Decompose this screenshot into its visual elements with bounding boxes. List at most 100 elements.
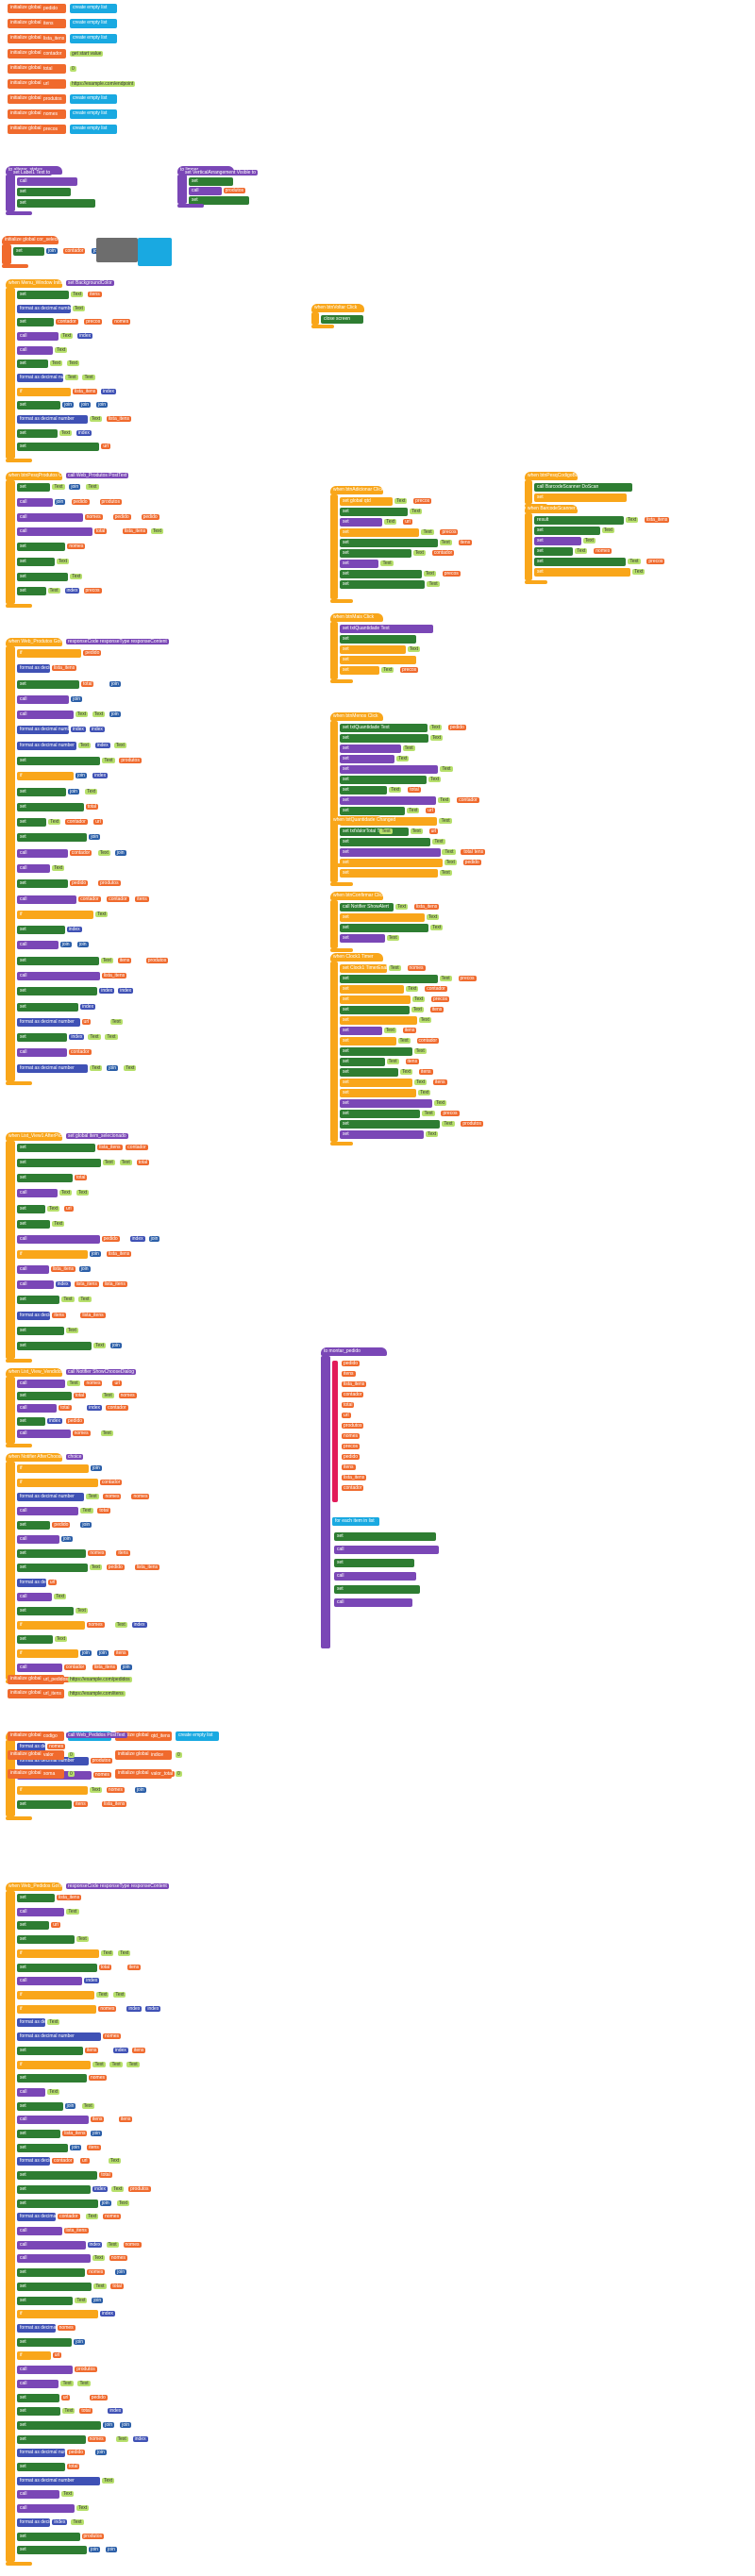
text-chip[interactable]: Text bbox=[100, 1430, 113, 1436]
number-chip[interactable]: index bbox=[112, 2047, 128, 2053]
statement-block[interactable]: set bbox=[17, 188, 71, 197]
right-statement-block[interactable]: set bbox=[340, 570, 422, 578]
event-detail[interactable]: responseCode responseType responseConten… bbox=[66, 1883, 169, 1889]
join-chip[interactable]: join bbox=[76, 773, 87, 779]
text-chip[interactable]: Text bbox=[379, 828, 393, 834]
statement-block[interactable]: call bbox=[17, 895, 77, 904]
text-chip[interactable]: Text bbox=[126, 2061, 140, 2067]
event-hat-p6[interactable]: when Web_Produtos GotText bbox=[6, 638, 70, 646]
text-chip[interactable]: Text bbox=[432, 839, 445, 845]
text-chip[interactable]: Text bbox=[116, 2200, 129, 2206]
statement-block[interactable]: format as decimal number bbox=[17, 726, 75, 735]
text-chip[interactable]: Text bbox=[93, 1342, 107, 1348]
text-chip[interactable]: Text bbox=[66, 360, 80, 367]
statement-block[interactable]: call bbox=[17, 332, 59, 341]
text-chip[interactable]: Text bbox=[418, 1090, 431, 1096]
statement-block[interactable]: call bbox=[189, 187, 222, 195]
get-global-chip[interactable]: nomes bbox=[47, 1744, 66, 1749]
right-statement-block[interactable]: close screen bbox=[321, 315, 363, 324]
statement-block[interactable]: if bbox=[17, 1479, 98, 1488]
get-global-chip[interactable]: url bbox=[428, 828, 439, 834]
text-chip[interactable]: Text bbox=[72, 305, 85, 311]
join-chip[interactable]: join bbox=[78, 1266, 91, 1273]
text-chip[interactable]: Text bbox=[443, 849, 456, 855]
get-global-chip[interactable]: itens bbox=[118, 2116, 133, 2123]
statement-block[interactable]: format as decimal number bbox=[17, 2517, 75, 2527]
for-each-label-block[interactable]: for each item in list bbox=[332, 1517, 379, 1526]
join-chip[interactable]: join bbox=[79, 402, 92, 409]
statement-block[interactable]: set bbox=[17, 1219, 51, 1229]
get-global-chip[interactable]: nomes bbox=[72, 1430, 91, 1436]
text-chip[interactable]: Text bbox=[380, 560, 394, 566]
right-statement-block[interactable]: set bbox=[340, 734, 428, 743]
statement-block[interactable]: set bbox=[17, 198, 95, 208]
get-global-chip[interactable]: itens bbox=[432, 1079, 447, 1085]
right-statement-block[interactable]: set bbox=[340, 975, 438, 983]
statement-block[interactable]: call bbox=[17, 527, 92, 537]
number-chip[interactable]: index bbox=[66, 927, 82, 933]
join-chip[interactable]: join bbox=[96, 402, 109, 409]
statement-block[interactable]: set bbox=[17, 2337, 73, 2347]
right-statement-block[interactable]: set bbox=[340, 1079, 412, 1087]
number-chip[interactable]: index bbox=[64, 588, 80, 594]
statement-block[interactable]: set bbox=[17, 2532, 80, 2541]
statement-block[interactable]: call bbox=[17, 1592, 53, 1601]
join-chip[interactable]: join bbox=[60, 1536, 73, 1543]
get-global-chip[interactable]: nomes bbox=[92, 1772, 111, 1779]
right-statement-block[interactable]: set bbox=[340, 765, 439, 774]
right-statement-block[interactable]: set bbox=[340, 1099, 433, 1108]
join-item[interactable]: pedido bbox=[342, 1454, 361, 1460]
text-chip[interactable]: Text bbox=[77, 742, 91, 748]
get-global-chip[interactable]: total bbox=[99, 2172, 112, 2179]
text-chip[interactable]: Text bbox=[90, 1064, 103, 1071]
get-global-chip[interactable]: itens bbox=[116, 1550, 130, 1557]
bottom-global-block[interactable]: initialize global bbox=[8, 1731, 64, 1741]
right-statement-block[interactable]: call Notifier ShowAlert bbox=[340, 903, 394, 912]
get-global-chip[interactable]: produtos bbox=[461, 1121, 483, 1127]
statement-block[interactable]: if bbox=[17, 1620, 85, 1630]
text-chip[interactable]: Text bbox=[48, 819, 61, 826]
statement-block[interactable]: set bbox=[17, 1341, 92, 1350]
get-global-chip[interactable]: pedido bbox=[112, 513, 131, 520]
statement-block[interactable]: call bbox=[17, 2379, 59, 2388]
number-chip[interactable]: index bbox=[47, 1417, 62, 1424]
get-global-chip[interactable]: lista_itens bbox=[645, 517, 670, 523]
get-global-chip[interactable]: itens bbox=[90, 2116, 105, 2123]
text-chip[interactable]: Text bbox=[67, 1380, 80, 1386]
get-global-chip[interactable]: nomes bbox=[84, 513, 103, 520]
text-chip[interactable]: Text bbox=[71, 292, 84, 297]
number-chip[interactable]: index bbox=[52, 2518, 68, 2525]
text-chip[interactable]: Text bbox=[92, 2255, 106, 2262]
join-chip[interactable]: join bbox=[70, 2144, 82, 2150]
bottom-value-text[interactable]: https://example.com/pedidos bbox=[68, 1677, 132, 1682]
get-global-chip[interactable]: contador bbox=[56, 319, 78, 326]
text-chip[interactable]: Text bbox=[109, 2061, 123, 2067]
text-chip[interactable]: Text bbox=[89, 1786, 102, 1793]
get-global-chip[interactable]: precos bbox=[84, 319, 103, 326]
get-global-chip[interactable]: precos bbox=[440, 529, 459, 535]
join-chip[interactable]: join bbox=[107, 1064, 119, 1071]
get-global-chip[interactable]: itens bbox=[74, 1800, 88, 1807]
get-global-chip[interactable]: contador bbox=[63, 1664, 87, 1670]
statement-block[interactable]: set bbox=[17, 401, 61, 410]
number-chip[interactable]: index bbox=[92, 773, 109, 779]
text-chip[interactable]: Text bbox=[439, 540, 452, 545]
join-chip[interactable]: join bbox=[96, 1649, 109, 1656]
get-global-chip[interactable]: pedido bbox=[101, 1235, 120, 1242]
get-global-chip[interactable]: produtos bbox=[223, 188, 246, 193]
right-statement-block[interactable]: set bbox=[340, 776, 427, 784]
text-chip[interactable]: Text bbox=[62, 2408, 76, 2415]
text-chip[interactable]: Text bbox=[118, 1949, 131, 1956]
right-statement-block[interactable]: set txtQuantidade Text bbox=[340, 724, 428, 732]
statement-block[interactable]: format as decimal number bbox=[17, 1063, 89, 1073]
get-global-chip[interactable]: total bbox=[81, 680, 94, 687]
text-chip[interactable]: Text bbox=[388, 965, 401, 971]
text-chip[interactable]: Text bbox=[386, 1059, 399, 1064]
statement-block[interactable]: set bbox=[17, 787, 67, 796]
right-statement-block[interactable]: set bbox=[340, 796, 437, 805]
text-chip[interactable]: Text bbox=[61, 1296, 75, 1303]
get-global-chip[interactable]: contador bbox=[63, 248, 86, 254]
text-chip[interactable]: Text bbox=[113, 742, 126, 748]
global-init-block[interactable]: initialize global bbox=[8, 109, 66, 119]
procedure-statement[interactable]: call bbox=[334, 1598, 413, 1607]
